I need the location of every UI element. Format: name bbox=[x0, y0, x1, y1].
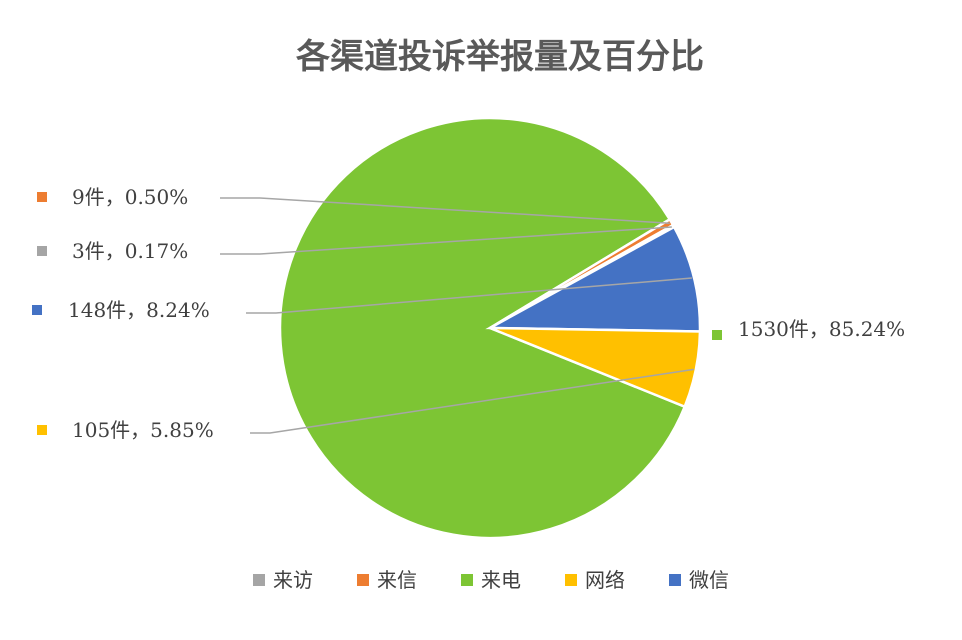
data-label-key-来电 bbox=[712, 330, 722, 340]
legend-label-来电: 来电 bbox=[481, 568, 521, 592]
leader-line-微信 bbox=[246, 277, 692, 314]
data-label-网络: 105件，5.85% bbox=[72, 418, 214, 442]
pie-slice-网络 bbox=[489, 326, 702, 409]
leader-line-网络 bbox=[250, 368, 694, 434]
pie-slices bbox=[278, 116, 702, 540]
leader-line-来访 bbox=[220, 226, 672, 255]
leader-line-来信 bbox=[220, 197, 670, 224]
data-label-key-来访 bbox=[37, 246, 47, 256]
legend-swatch-网络 bbox=[565, 574, 577, 586]
data-label-来信: 9件，0.50% bbox=[72, 185, 188, 209]
legend-swatch-来信 bbox=[357, 574, 369, 586]
data-label-key-网络 bbox=[37, 425, 47, 435]
pie-slice-来电 bbox=[278, 116, 687, 540]
data-label-来电: 1530件，85.24% bbox=[738, 317, 905, 341]
data-label-来访: 3件，0.17% bbox=[72, 239, 188, 263]
chart-title: 各渠道投诉举报量及百分比 bbox=[296, 37, 704, 77]
pie-slice-微信 bbox=[485, 225, 702, 333]
legend-label-来访: 来访 bbox=[273, 568, 313, 592]
legend-swatch-微信 bbox=[669, 574, 681, 586]
leader-lines bbox=[220, 197, 694, 434]
legend-swatch-来访 bbox=[253, 574, 265, 586]
data-labels: 1530件，85.24% 9件，0.50% 3件，0.17% 148件，8.24% 10… bbox=[32, 185, 905, 442]
data-label-微信: 148件，8.24% bbox=[68, 298, 210, 322]
legend-swatch-来电 bbox=[461, 574, 473, 586]
legend-label-微信: 微信 bbox=[689, 568, 729, 592]
data-label-key-微信 bbox=[32, 305, 42, 315]
data-label-key-来信 bbox=[37, 192, 47, 202]
legend-label-来信: 来信 bbox=[377, 568, 417, 592]
legend-label-网络: 网络 bbox=[585, 568, 625, 592]
legend: 来访 来信 来电 网络 微信 bbox=[253, 568, 729, 592]
